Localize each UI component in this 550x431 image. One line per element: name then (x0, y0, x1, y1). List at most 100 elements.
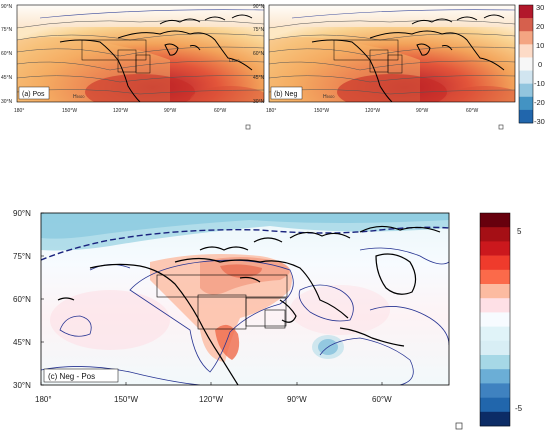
panel-c-region-3 (245, 297, 287, 327)
panel-c-lat-90: 90°N (13, 209, 31, 218)
panel-a-contours (17, 20, 264, 95)
panel-c-region-4 (264, 309, 286, 329)
panel-c-marker (455, 422, 463, 430)
cb-top-swatch-2 (519, 31, 533, 45)
panel-b-lat-75: 75°N (253, 27, 265, 33)
panel-a-lon-150: 150°W (62, 108, 77, 114)
cb-top-tick-m20: -20 (534, 98, 545, 107)
panel-c-lon-ticks: 180° 150°W 120°W 90°W 60°W (35, 395, 392, 404)
panel-b-lon-150: 150°W (314, 108, 329, 114)
panel-c-lon-180: 180° (35, 395, 52, 404)
colorbar-top (518, 4, 534, 124)
cb-bottom-swatch-0 (480, 213, 510, 228)
cb-bottom-swatch-2 (480, 241, 510, 256)
panel-c-lat-45: 45°N (13, 338, 31, 347)
panel-a-regions (81, 39, 151, 74)
panel-a-lon-ticks: 180° 150°W 120°W 90°W 60°W (14, 108, 227, 114)
cb-bottom-swatch-14 (480, 411, 510, 427)
panel-c: (c) Neg - Pos 90°N 75°N 60°N 45°N 30°N 1… (13, 209, 463, 430)
panel-b-regions (333, 39, 403, 74)
cb-bottom-swatch-11 (480, 369, 510, 384)
cb-top-tick-10: 10 (536, 41, 544, 50)
panel-a-lat-30: 30°N (1, 99, 13, 105)
panel-a-lon-60: 60°W (214, 108, 227, 114)
panel-a-label: (a) Pos (22, 91, 45, 98)
panel-b-lat-60: 60°N (253, 51, 265, 57)
panel-c-coastlines (57, 225, 441, 385)
cb-top-swatch-8 (519, 109, 533, 124)
panel-b-label: (b) Neg (274, 91, 297, 98)
panel-c-lat-60: 60°N (13, 295, 31, 304)
cb-top-swatch-3 (519, 44, 533, 58)
panel-a-lat-75: 75°N (1, 27, 13, 33)
panel-a: (a) Pos H5920 L5570 90°N 75°N 60°N 45°N … (1, 4, 265, 130)
cb-top-swatch-7 (519, 96, 533, 111)
panel-c-negative-contour (41, 226, 449, 261)
cb-top-swatch-6 (519, 83, 533, 98)
cb-top-swatch-4 (519, 57, 533, 71)
panel-b-lon-ticks: 180° 150°W 120°W 90°W 60°W (266, 108, 479, 114)
panel-a-high: H5920 (73, 94, 84, 100)
cb-top-tick-20: 20 (536, 22, 544, 31)
panel-c-regions (156, 274, 288, 330)
panel-b-lat-45: 45°N (253, 75, 265, 81)
panel-c-lon-90: 90°W (287, 395, 307, 404)
panel-b: (b) Neg H5920 90°N 75°N 60°N 45°N 30°N 1… (253, 4, 516, 130)
cb-bottom-swatch-7 (480, 312, 510, 327)
panel-a-lat-45: 45°N (1, 75, 13, 81)
panel-b-lat-ticks: 90°N 75°N 60°N 45°N 30°N (253, 4, 265, 105)
cb-bottom-tick-m5: -5 (515, 404, 523, 413)
colorbar-top-ticks: 30 20 10 0 -10 -20 -30 (534, 3, 545, 126)
cb-top-tick-m10: -10 (534, 79, 545, 88)
cb-top-swatch-5 (519, 70, 533, 84)
cb-bottom-swatch-13 (480, 397, 510, 413)
cb-top-tick-m30: -30 (534, 117, 545, 126)
cb-top-swatch-0 (519, 5, 533, 19)
panel-b-lon-60: 60°W (466, 108, 479, 114)
panel-a-lon-90: 90°W (164, 108, 177, 114)
cb-bottom-swatch-5 (480, 284, 510, 299)
panel-a-label-box (18, 86, 50, 100)
panel-c-label-box (43, 368, 119, 383)
cb-bottom-swatch-8 (480, 326, 510, 342)
panel-c-lat-75: 75°N (13, 252, 31, 261)
panel-a-lat-ticks: 90°N 75°N 60°N 45°N 30°N (1, 4, 13, 105)
cb-top-swatch-1 (519, 18, 533, 32)
cb-bottom-swatch-9 (480, 340, 510, 356)
cb-top-frame (518, 4, 534, 124)
cb-bottom-swatch-1 (480, 227, 510, 242)
panel-c-label: (c) Neg - Pos (48, 372, 95, 381)
cb-bottom-tick-5: 5 (517, 227, 522, 236)
panel-c-lat-ticks: 90°N 75°N 60°N 45°N 30°N (13, 209, 31, 390)
panel-a-lat-60: 60°N (1, 51, 13, 57)
panel-b-lon-120: 120°W (365, 108, 380, 114)
panel-a-lon-180: 180° (14, 108, 24, 114)
panel-b-label-box (270, 86, 303, 100)
panel-b-marker (498, 124, 504, 130)
cb-bottom-swatch-10 (480, 355, 510, 370)
cb-bottom-swatch-4 (480, 269, 510, 285)
panel-a-lat-90: 90°N (1, 4, 13, 10)
cb-top-tick-30: 30 (536, 3, 544, 12)
panel-b-lon-90: 90°W (416, 108, 429, 114)
cb-bottom-frame (479, 212, 511, 427)
panel-c-lon-60: 60°W (372, 395, 392, 404)
cb-bottom-swatch-6 (480, 298, 510, 313)
panel-a-lon-120: 120°W (113, 108, 128, 114)
panel-a-warm-core (85, 74, 195, 102)
panel-a-marker (245, 124, 251, 130)
panel-b-high: H5920 (323, 94, 334, 100)
colorbar-bottom (479, 212, 511, 427)
panel-b-lat-30: 30°N (253, 99, 265, 105)
panel-c-lon-150: 150°W (114, 395, 139, 404)
panel-b-lon-180: 180° (266, 108, 276, 114)
cb-top-tick-0: 0 (538, 60, 542, 69)
cb-bottom-swatch-3 (480, 255, 510, 271)
panel-c-lon-120: 120°W (199, 395, 224, 404)
panel-a-low: L5570 (229, 58, 240, 64)
panel-c-warm-core (215, 324, 240, 360)
panel-c-tick-marks (40, 212, 383, 386)
cb-bottom-swatch-12 (480, 383, 510, 398)
panel-c-region-1 (156, 274, 288, 298)
